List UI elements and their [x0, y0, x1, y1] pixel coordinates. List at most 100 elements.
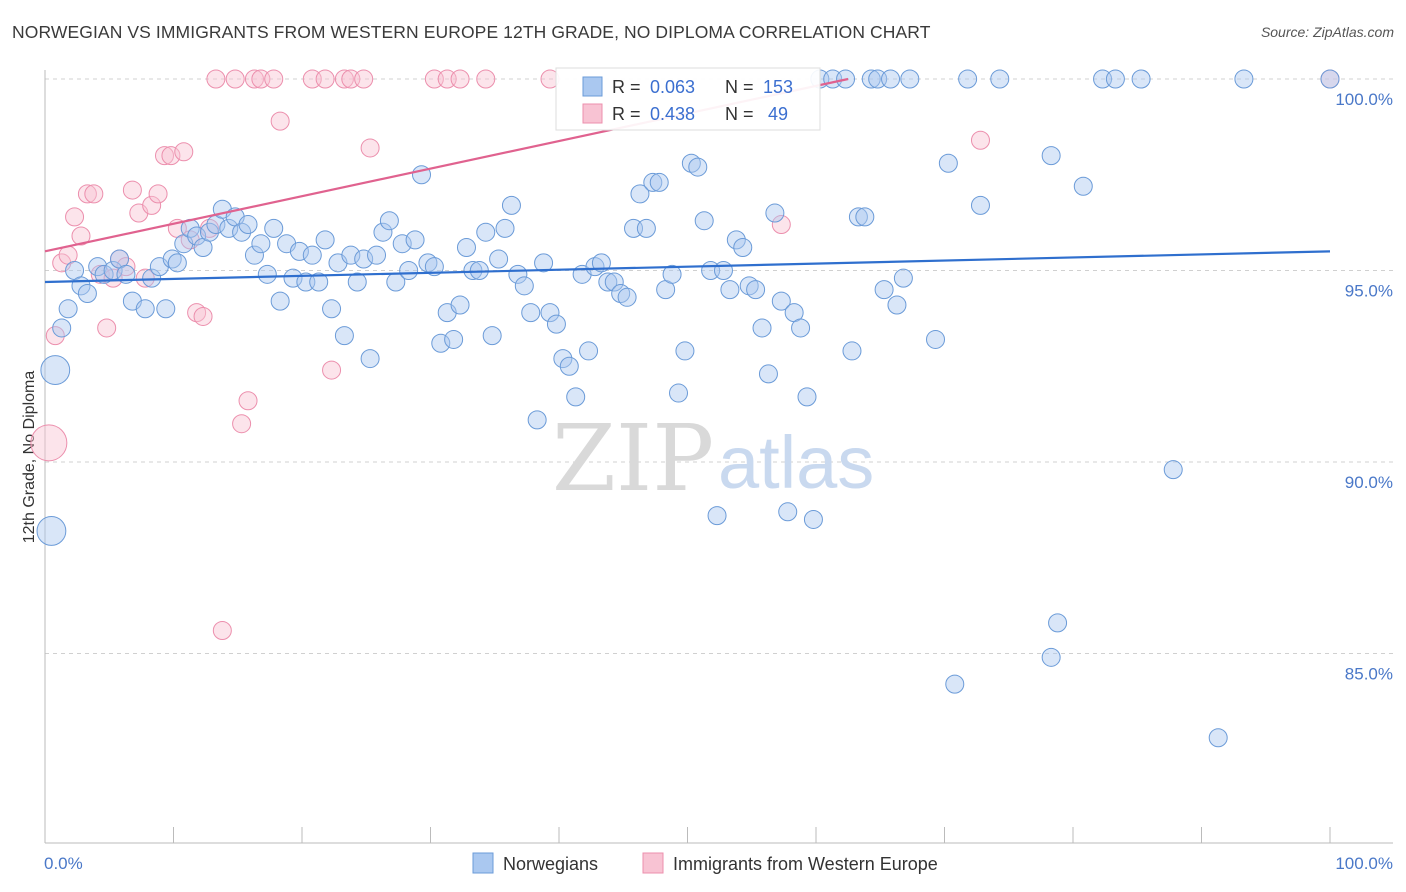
norwegians-point — [270, 291, 290, 311]
norwegians-point — [341, 245, 361, 265]
norwegians-point — [1073, 176, 1093, 196]
norwegians-point — [52, 318, 72, 338]
norwegians-point — [264, 218, 284, 238]
norwegians-point — [77, 283, 97, 303]
norwegians-point — [289, 241, 309, 261]
norwegians-point — [566, 387, 586, 407]
norwegians-point — [501, 195, 521, 215]
norwegians-point — [36, 516, 67, 546]
norwegians-point — [232, 222, 252, 242]
norwegians-point — [758, 364, 778, 384]
norwegians-point — [476, 222, 496, 242]
stats-swatch-norwegians — [582, 76, 603, 97]
immigrants-point — [334, 69, 354, 89]
x-tick-label-min: 0.0% — [44, 854, 83, 873]
stats-n-label-norwegians: N = — [725, 77, 754, 97]
immigrants-point — [476, 69, 496, 89]
y-axis-title: 12th Grade, No Diploma — [21, 371, 38, 544]
norwegians-point — [40, 355, 71, 385]
norwegians-point — [58, 299, 78, 319]
immigrants-point — [193, 306, 213, 326]
norwegians-point — [373, 222, 393, 242]
stats-n-value-immigrants: 49 — [763, 104, 788, 124]
norwegians-point — [752, 318, 772, 338]
immigrants-point — [155, 146, 175, 166]
immigrants-point — [45, 326, 65, 346]
stats-r-label-immigrants: R = — [612, 104, 641, 124]
norwegians-point — [694, 211, 714, 231]
norwegians-point — [88, 257, 108, 277]
norwegians-trend-line — [44, 250, 1331, 284]
norwegians-point — [791, 318, 811, 338]
norwegians-point — [322, 299, 342, 319]
immigrants-point — [354, 69, 374, 89]
norwegians-point — [579, 341, 599, 361]
y-tick-label: 95.0% — [1345, 282, 1393, 301]
norwegians-point — [720, 280, 740, 300]
norwegians-point — [1208, 728, 1228, 748]
norwegians-point — [489, 249, 509, 269]
norwegians-point — [636, 218, 656, 238]
norwegians-point — [444, 329, 464, 349]
immigrants-point — [122, 180, 142, 200]
norwegians-point — [1234, 69, 1254, 89]
norwegians-point — [1105, 69, 1125, 89]
x-tick-label-max: 100.0% — [1335, 854, 1393, 873]
norwegians-point — [315, 230, 335, 250]
norwegians-point — [1320, 69, 1340, 89]
norwegians-point — [347, 272, 367, 292]
norwegians-point — [392, 234, 412, 254]
norwegians-point — [244, 245, 264, 265]
y-tick-label: 85.0% — [1345, 665, 1393, 684]
immigrants-point — [77, 184, 97, 204]
norwegians-point — [970, 195, 990, 215]
norwegians-point — [958, 69, 978, 89]
stats-r-value-immigrants: 0.438 — [650, 104, 695, 124]
norwegians-point — [546, 314, 566, 334]
norwegians-point — [926, 329, 946, 349]
y-tick-label: 100.0% — [1335, 90, 1393, 109]
norwegians-point — [156, 299, 176, 319]
immigrants-point — [71, 226, 91, 246]
norwegians-point — [1041, 647, 1061, 667]
norwegians-point — [662, 264, 682, 284]
immigrants-point — [97, 318, 117, 338]
norwegians-point — [495, 218, 515, 238]
norwegians-point — [431, 333, 451, 353]
immigrants-point — [315, 69, 335, 89]
norwegians-point — [900, 69, 920, 89]
norwegians-point — [765, 203, 785, 223]
norwegians-point — [456, 238, 476, 258]
norwegians-point — [334, 326, 354, 346]
norwegians-point — [360, 349, 380, 369]
norwegians-point — [167, 253, 187, 273]
norwegians-point — [540, 303, 560, 323]
norwegians-point — [893, 268, 913, 288]
immigrants-point — [244, 69, 264, 89]
norwegians-point — [746, 280, 766, 300]
norwegians-point — [302, 245, 322, 265]
y-tick-label: 90.0% — [1345, 473, 1393, 492]
immigrants-point — [142, 195, 162, 215]
stats-box: R = 0.063 N = 153 R = 0.438 N = 49 — [555, 67, 821, 131]
norwegians-point — [1041, 146, 1061, 166]
immigrants-point — [225, 69, 245, 89]
norwegians-point — [135, 299, 155, 319]
immigrants-point — [148, 184, 168, 204]
norwegians-point — [1131, 69, 1151, 89]
legend-label-norwegians: Norwegians — [503, 854, 598, 874]
norwegians-point — [598, 272, 618, 292]
immigrants-point — [360, 138, 380, 158]
norwegians-point — [482, 326, 502, 346]
stats-r-label-norwegians: R = — [612, 77, 641, 97]
norwegians-point — [669, 383, 689, 403]
immigrants-point — [212, 621, 232, 641]
norwegians-point — [238, 215, 258, 235]
immigrants-point — [322, 360, 342, 380]
norwegians-point — [219, 218, 239, 238]
norwegians-point — [367, 245, 387, 265]
norwegians-point — [521, 303, 541, 323]
legend-swatch-norwegians — [472, 852, 494, 874]
grid-lines — [45, 78, 1393, 654]
norwegians-point — [881, 69, 901, 89]
